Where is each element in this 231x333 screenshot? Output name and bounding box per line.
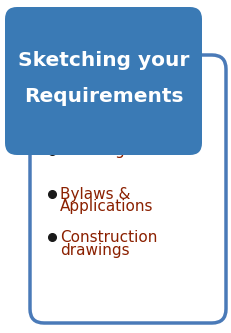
Text: Bylaws &: Bylaws & <box>60 186 130 201</box>
Text: Applications: Applications <box>60 199 153 214</box>
Text: drawings: drawings <box>60 242 129 257</box>
FancyBboxPatch shape <box>30 55 225 323</box>
Text: Requirements: Requirements <box>24 88 182 107</box>
Text: Planning: Planning <box>60 144 125 159</box>
FancyBboxPatch shape <box>5 7 201 155</box>
Text: Conceptual: Conceptual <box>60 101 146 116</box>
Text: Sketching your: Sketching your <box>18 52 188 71</box>
Text: design: design <box>60 114 110 129</box>
Text: Construction: Construction <box>60 229 157 244</box>
